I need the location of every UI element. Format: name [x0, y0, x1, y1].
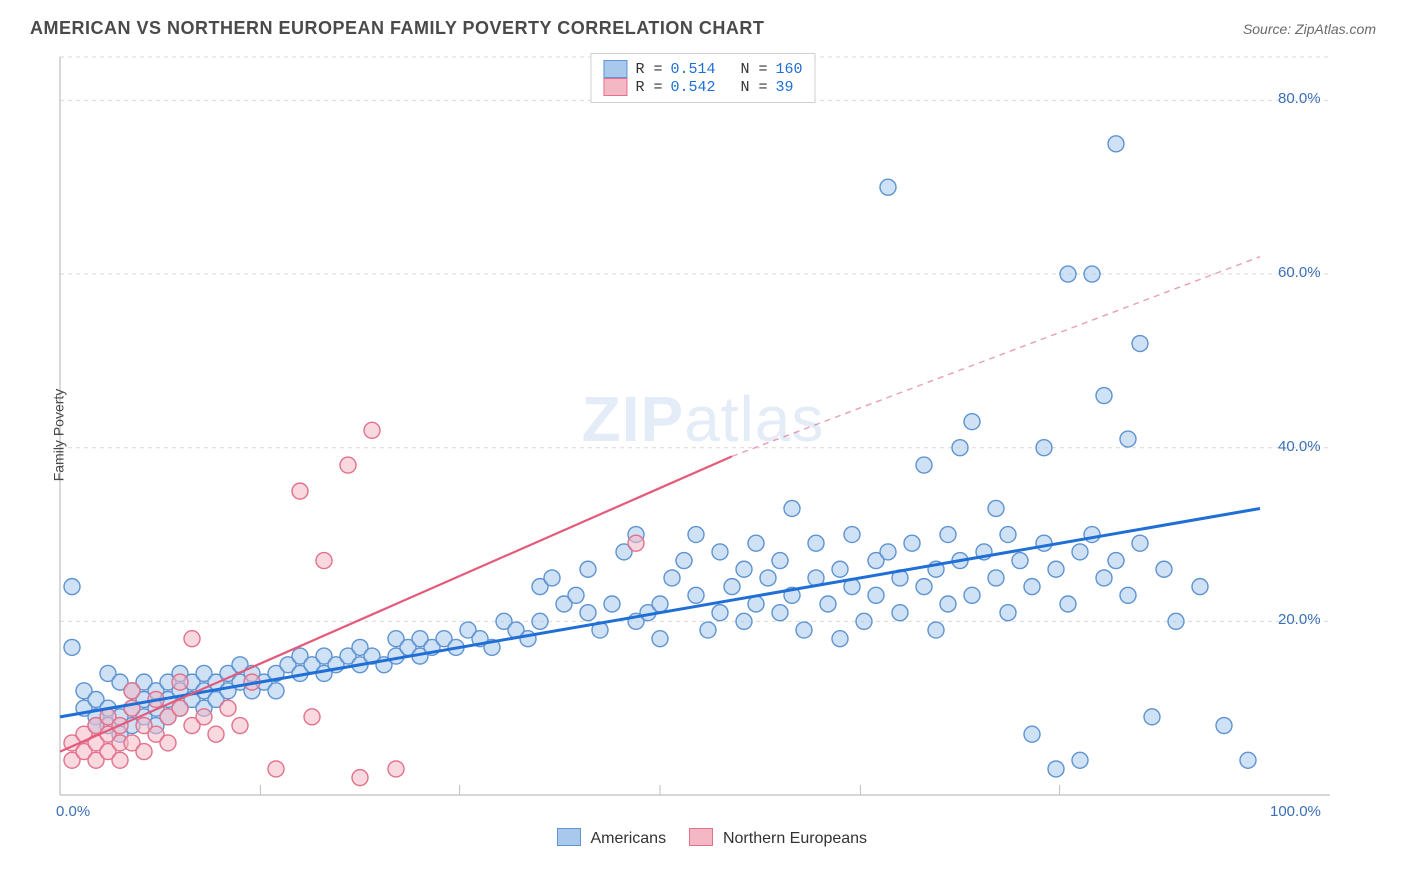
tick-label: 40.0% — [1278, 438, 1321, 455]
chart-container: Family Poverty ZIPatlas R = 0.514 N = 16… — [30, 47, 1376, 822]
y-axis-label: Family Poverty — [50, 388, 66, 481]
swatch-americans-bottom — [557, 828, 581, 846]
legend-row-americans: R = 0.514 N = 160 — [603, 60, 802, 78]
source-attribution: Source: ZipAtlas.com — [1243, 21, 1376, 37]
tick-label: 60.0% — [1278, 264, 1321, 281]
tick-label: 100.0% — [1270, 803, 1321, 820]
tick-label: 0.0% — [56, 803, 90, 820]
legend-label-americans: Americans — [590, 830, 666, 847]
swatch-northern-europeans — [603, 78, 627, 96]
scatter-plot — [30, 47, 1340, 817]
swatch-northern-europeans-bottom — [689, 828, 713, 846]
correlation-legend: R = 0.514 N = 160 R = 0.542 N = 39 — [590, 53, 815, 103]
chart-title: AMERICAN VS NORTHERN EUROPEAN FAMILY POV… — [30, 18, 764, 39]
legend-row-northern-europeans: R = 0.542 N = 39 — [603, 78, 802, 96]
swatch-americans — [603, 60, 627, 78]
tick-label: 80.0% — [1278, 90, 1321, 107]
series-legend: Americans Northern Europeans — [0, 828, 1406, 848]
tick-label: 20.0% — [1278, 611, 1321, 628]
legend-label-northern-europeans: Northern Europeans — [723, 830, 867, 847]
